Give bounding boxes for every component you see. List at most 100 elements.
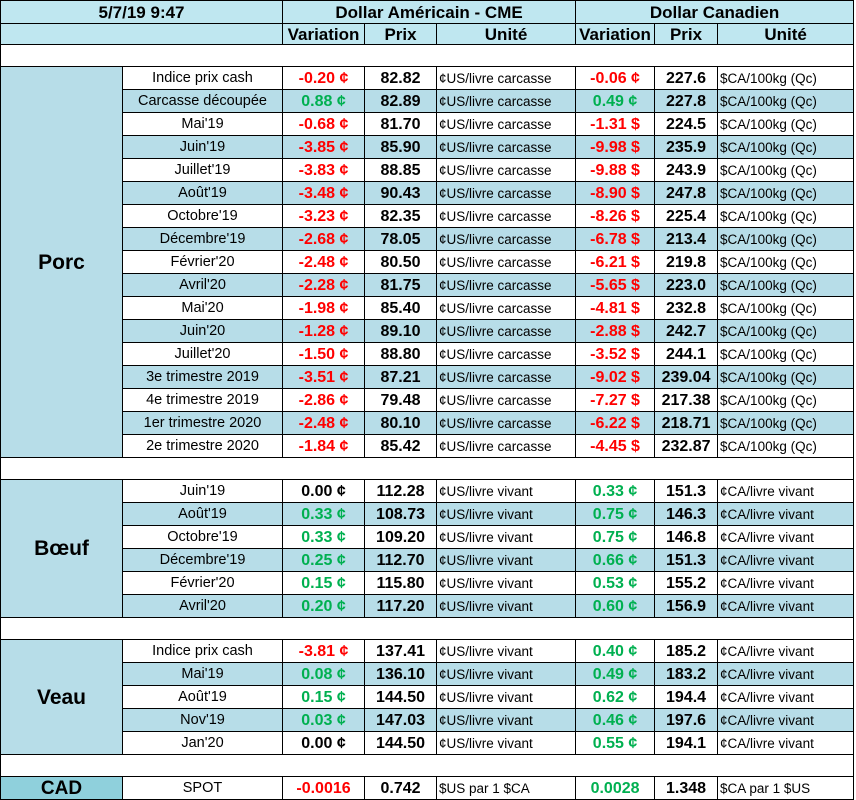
cad-price: 194.4 — [654, 685, 719, 709]
spacer-row — [0, 44, 855, 67]
row-label: 3e trimestre 2019 — [121, 365, 284, 389]
usd-variation: -2.68 ¢ — [282, 227, 366, 251]
usd-variation: 0.03 ¢ — [282, 708, 366, 732]
table-row: Bœuf Juin'19 0.00 ¢ 112.28 ¢US/livre vivant 0… — [0, 479, 855, 618]
table-row: Février'20 0.15 ¢ 115.80 ¢US/livre vivant 0.… — [1, 571, 855, 595]
cad-price: 156.9 — [654, 594, 719, 618]
row-label: Août'19 — [121, 502, 284, 526]
usd-price: 81.70 — [364, 112, 438, 136]
usd-variation: -3.85 ¢ — [282, 135, 366, 159]
usd-unit: ¢US/livre vivant — [436, 662, 577, 686]
usd-price: 147.03 — [364, 708, 438, 732]
usd-unit: ¢US/livre vivant — [436, 685, 577, 709]
usd-unit: ¢US/livre carcasse — [436, 181, 577, 205]
cad-unit: ¢CA/livre vivant — [717, 708, 855, 732]
usd-price: 79.48 — [364, 388, 438, 412]
cad-variation: 0.55 ¢ — [575, 731, 656, 755]
usd-variation: 0.00 ¢ — [282, 731, 366, 755]
usd-price: 82.89 — [364, 89, 438, 113]
usd-price: 80.10 — [364, 411, 438, 435]
cad-price: 155.2 — [654, 571, 719, 595]
cad-unit: $CA/100kg (Qc) — [717, 89, 855, 113]
cad-price: 223.0 — [654, 273, 719, 297]
table-row: Porc Indice prix cash -0.20 ¢ 82.82 ¢US/livr… — [0, 66, 855, 458]
cad-price: 213.4 — [654, 227, 719, 251]
table-row: Veau Indice prix cash -3.81 ¢ 137.41 ¢US/liv… — [0, 639, 855, 755]
usd-variation: -0.68 ¢ — [282, 112, 366, 136]
usd-unit: ¢US/livre carcasse — [436, 158, 577, 182]
row-label: Mai'19 — [121, 662, 284, 686]
usd-variation: -3.23 ¢ — [282, 204, 366, 228]
cad-price: 218.71 — [654, 411, 719, 435]
usd-variation: 0.00 ¢ — [282, 479, 366, 503]
datetime: 5/7/19 9:47 — [0, 0, 284, 24]
cad-usd-unit: $US par 1 $CA — [436, 776, 577, 800]
table-row: Août'19 -3.48 ¢ 90.43 ¢US/livre carcasse -8.… — [1, 181, 855, 205]
cad-unit: $CA/100kg (Qc) — [717, 434, 855, 458]
usd-unit: ¢US/livre carcasse — [436, 112, 577, 136]
usd-price: 81.75 — [364, 273, 438, 297]
table-row: Octobre'19 -3.23 ¢ 82.35 ¢US/livre carcasse… — [1, 204, 855, 228]
cad-unit: $CA/100kg (Qc) — [717, 204, 855, 228]
cad-variation: 0.49 ¢ — [575, 662, 656, 686]
usd-variation: 0.15 ¢ — [282, 685, 366, 709]
usd-price: 137.41 — [364, 639, 438, 663]
cad-price: 146.3 — [654, 502, 719, 526]
usd-variation: 0.20 ¢ — [282, 594, 366, 618]
table-row: 4e trimestre 2019 -2.86 ¢ 79.48 ¢US/livre c… — [1, 388, 855, 412]
cad-price: 227.6 — [654, 66, 719, 90]
usd-variation: -3.51 ¢ — [282, 365, 366, 389]
section-name: Porc — [0, 66, 123, 458]
cad-row: CAD SPOT -0.0016 0.742 $US par 1 $CA 0.0028 1.… — [0, 776, 855, 800]
cad-variation: -6.78 $ — [575, 227, 656, 251]
table-row: 3e trimestre 2019 -3.51 ¢ 87.21 ¢US/livre c… — [1, 365, 855, 389]
row-label: Nov'19 — [121, 708, 284, 732]
row-label: Avril'20 — [121, 273, 284, 297]
row-label: Mai'20 — [121, 296, 284, 320]
cad-variation: -9.98 $ — [575, 135, 656, 159]
section-name: Veau — [0, 639, 123, 755]
cad-spot-label: SPOT — [121, 776, 284, 800]
cad-col-prix: Prix — [654, 23, 719, 45]
cad-variation: -4.81 $ — [575, 296, 656, 320]
table-row: 2e trimestre 2020 -1.84 ¢ 85.42 ¢US/livre c… — [1, 434, 855, 458]
cad-variation: 0.53 ¢ — [575, 571, 656, 595]
cad-title: Dollar Canadien — [575, 0, 855, 24]
row-label: Juin'19 — [121, 135, 284, 159]
usd-unit: ¢US/livre carcasse — [436, 342, 577, 366]
spacer-row — [0, 457, 855, 480]
usd-unit: ¢US/livre vivant — [436, 639, 577, 663]
row-label: 2e trimestre 2020 — [121, 434, 284, 458]
table-row: Mai'19 -0.68 ¢ 81.70 ¢US/livre carcasse -1.3… — [1, 112, 855, 136]
usd-unit: ¢US/livre carcasse — [436, 296, 577, 320]
table-row: Décembre'19 0.25 ¢ 112.70 ¢US/livre vivant 0… — [1, 548, 855, 572]
usd-price: 85.42 — [364, 434, 438, 458]
row-label: Jan'20 — [121, 731, 284, 755]
usd-unit: ¢US/livre carcasse — [436, 227, 577, 251]
cad-unit: ¢CA/livre vivant — [717, 502, 855, 526]
usd-price: 144.50 — [364, 731, 438, 755]
cad-variation: -3.52 $ — [575, 342, 656, 366]
cad-unit: $CA/100kg (Qc) — [717, 250, 855, 274]
cad-usd-price: 0.742 — [364, 776, 438, 800]
usd-unit: ¢US/livre vivant — [436, 708, 577, 732]
cad-unit: ¢CA/livre vivant — [717, 685, 855, 709]
usd-unit: ¢US/livre carcasse — [436, 411, 577, 435]
cad-price: 239.04 — [654, 365, 719, 389]
spacer-row — [0, 754, 855, 777]
usd-col-unite: Unité — [436, 23, 577, 45]
cad-variation: -2.88 $ — [575, 319, 656, 343]
usd-unit: ¢US/livre carcasse — [436, 135, 577, 159]
cad-unit: $CA/100kg (Qc) — [717, 227, 855, 251]
row-label: Octobre'19 — [121, 525, 284, 549]
table-row: Mai'20 -1.98 ¢ 85.40 ¢US/livre carcasse -4.8… — [1, 296, 855, 320]
spacer-cell — [0, 44, 855, 67]
usd-unit: ¢US/livre vivant — [436, 594, 577, 618]
usd-price: 108.73 — [364, 502, 438, 526]
usd-unit: ¢US/livre carcasse — [436, 388, 577, 412]
cad-unit: $CA/100kg (Qc) — [717, 273, 855, 297]
cad-price: 224.5 — [654, 112, 719, 136]
row-label: Juillet'19 — [121, 158, 284, 182]
cad-price: 151.3 — [654, 548, 719, 572]
